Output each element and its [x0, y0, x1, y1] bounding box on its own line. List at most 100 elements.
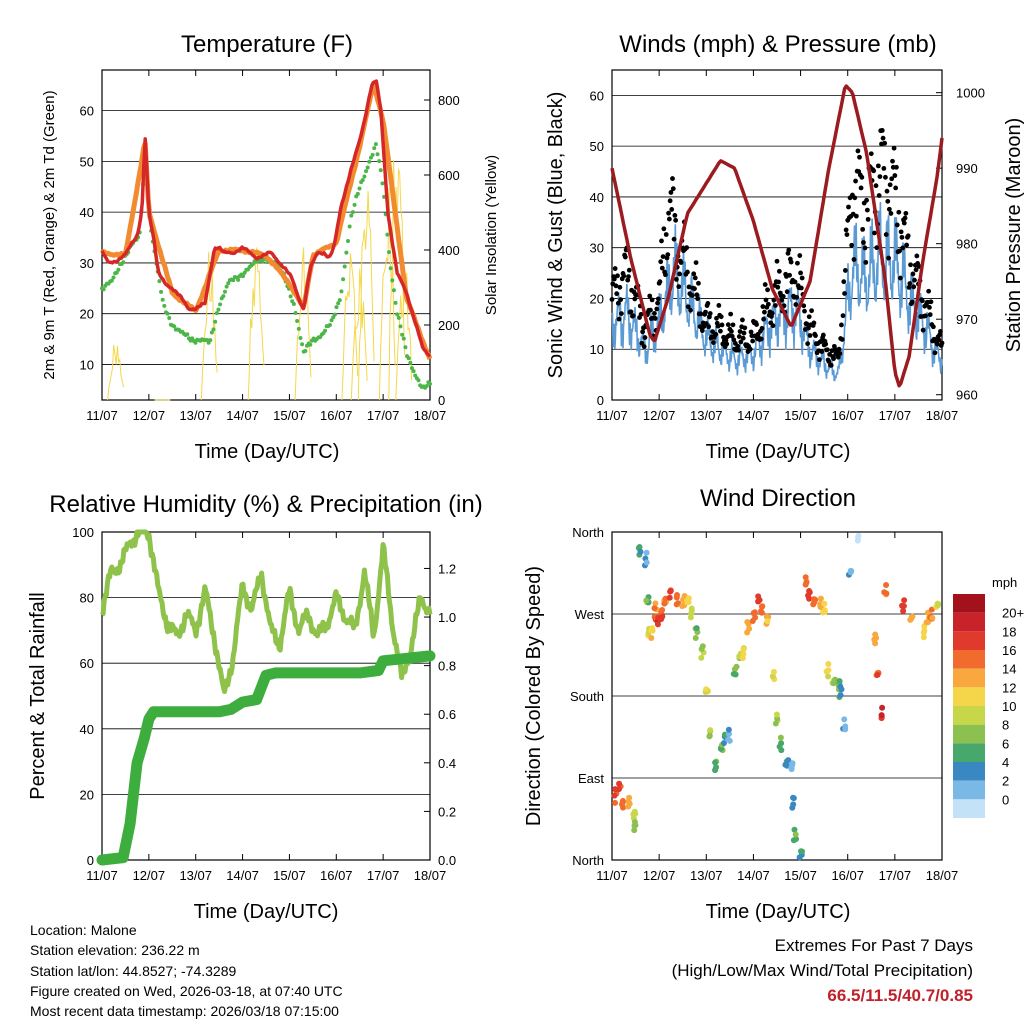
winds-gust-point: [927, 304, 932, 310]
winds-gust-point: [787, 272, 792, 278]
winds-gust-point: [692, 286, 697, 292]
temperature-dewpoint-point: [360, 178, 365, 183]
temperature-y2label: Solar Insolation (Yellow): [483, 155, 500, 315]
winddir-point: [825, 673, 832, 680]
winds-gust-point: [927, 312, 933, 318]
winds-gust-point: [614, 291, 620, 297]
winds-gust-point: [684, 245, 690, 251]
winddir-point: [707, 727, 714, 734]
winddir-colorbar-label: 20+: [1002, 606, 1024, 621]
winddir-point: [899, 602, 906, 609]
winds-gust-point: [618, 297, 624, 303]
temperature-dewpoint-point: [409, 366, 414, 371]
winds-gust-point: [719, 322, 725, 328]
winds-gust-point: [692, 275, 698, 281]
winds-gust-point: [668, 190, 674, 195]
winddir-point: [854, 537, 861, 544]
winddir-point: [841, 716, 848, 723]
winds-gust-point: [813, 333, 818, 339]
winds-gust-point: [729, 328, 734, 334]
winds-gust-point: [737, 329, 743, 334]
winds-gust-point: [857, 154, 862, 160]
winds-y2label: Station Pressure (Maroon): [1003, 118, 1024, 353]
temperature-dewpoint-point: [344, 250, 349, 255]
winddir-point: [725, 726, 732, 733]
temperature-ytick-label: 30: [80, 256, 94, 271]
winds-gust-point: [880, 135, 886, 141]
temperature-dewpoint-point: [424, 384, 429, 389]
temperature-dewpoint-point: [323, 328, 328, 333]
winds-xtick-label: 18/07: [926, 408, 959, 423]
winddir-point: [802, 574, 809, 581]
winds-gust-point: [742, 325, 748, 331]
winddir-point: [698, 646, 705, 653]
winddir-point: [823, 668, 830, 675]
winds-gust-point: [858, 185, 864, 191]
winds-gust-point: [786, 247, 792, 253]
humidity-ylabel: Percent & Total Rainfall: [27, 592, 49, 800]
winds-gust-point: [626, 274, 631, 280]
temperature-y2tick-label: 200: [438, 318, 460, 333]
winddir-colorbar-label: 10: [1002, 699, 1016, 714]
winds-gust-point: [902, 215, 908, 221]
winds-gust-point: [747, 346, 753, 352]
winddir-xtick-label: 12/07: [643, 868, 676, 883]
winddir-point: [643, 559, 650, 566]
winds-gust-point: [689, 293, 695, 298]
winds-gust-point: [698, 311, 704, 317]
winds-ytick-label: 40: [590, 190, 604, 205]
winddir-point: [791, 826, 798, 833]
winddir-point: [805, 592, 812, 599]
humidity-y2tick-label: 0.2: [438, 804, 456, 819]
winddir-point: [755, 593, 762, 600]
winds-gust-point: [904, 242, 910, 248]
extremes-block: Extremes For Past 7 Days (High/Low/Max W…: [672, 933, 973, 1008]
winds-gust-point: [670, 186, 676, 192]
winds-gust-point: [671, 236, 677, 242]
winds-gust-point: [805, 341, 811, 347]
temperature-dewpoint-point: [226, 281, 231, 286]
winddir-point: [713, 764, 720, 771]
winddir-point: [661, 600, 668, 607]
extremes-values: 66.5/11.5/40.7/0.85: [827, 986, 973, 1005]
winddir-xtick-label: 18/07: [926, 868, 959, 883]
temperature-dewpoint-point: [357, 186, 362, 191]
winds-gust-point: [685, 304, 691, 310]
winddir-point: [683, 597, 690, 604]
winddir-point: [745, 621, 752, 628]
temperature-dewpoint-point: [300, 342, 305, 347]
winds-gust-point: [659, 238, 664, 244]
winds-gust-point: [775, 284, 781, 290]
temperature-dewpoint-point: [260, 259, 265, 264]
figure-created: Figure created on Wed, 2026-03-18, at 07…: [30, 982, 343, 999]
winds-gust-point: [842, 268, 848, 273]
winds-gust-point: [881, 165, 887, 171]
winds-gust-point: [685, 269, 690, 275]
winddir-point: [788, 764, 795, 771]
winddir-scatter: [611, 532, 942, 861]
winds-gust-point: [939, 340, 945, 346]
winds-gust-point: [667, 198, 673, 204]
winds-gust-point: [826, 359, 832, 364]
winddir-point: [755, 598, 762, 605]
humidity-ytick-label: 80: [80, 591, 94, 606]
winds-gust-point: [853, 213, 859, 219]
winds-gust-point: [688, 307, 693, 313]
winds-gust-point: [903, 210, 909, 216]
winds-gust-point: [874, 245, 880, 251]
winds-gust-point: [806, 314, 812, 320]
temperature-xlabel: Time (Day/UTC): [195, 441, 340, 463]
winds-gust-point: [694, 292, 700, 298]
winds-gust-point: [919, 298, 925, 304]
temperature-dewpoint-point: [347, 224, 352, 229]
winds-gust-point: [725, 322, 731, 328]
temperature-dewpoint-point: [362, 174, 367, 179]
winds-gust-point: [926, 288, 932, 294]
temperature-xtick-label: 18/07: [414, 408, 447, 423]
winddir-point: [649, 625, 656, 632]
temperature-dewpoint-point: [160, 297, 165, 302]
winds-gust-point: [693, 260, 699, 266]
temperature-dewpoint-point: [390, 278, 395, 283]
winds-gust-point: [797, 253, 803, 258]
winddir-point: [847, 567, 854, 574]
